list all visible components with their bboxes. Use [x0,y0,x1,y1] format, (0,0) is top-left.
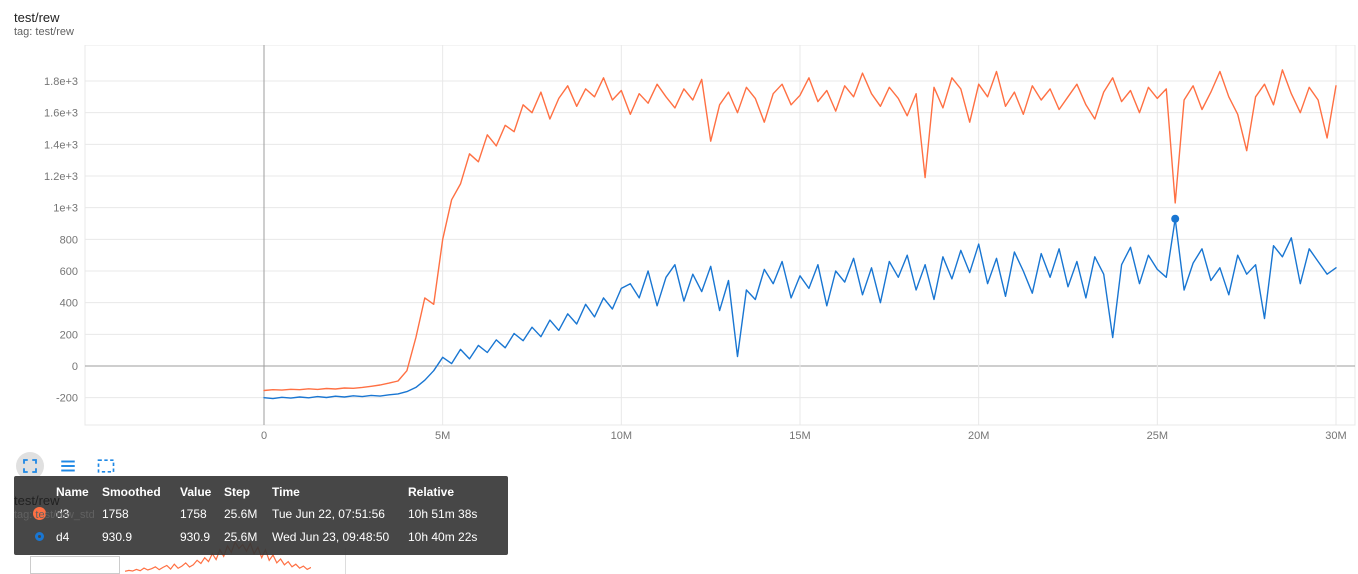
run-name: d4 [56,529,70,544]
log-scale-icon[interactable] [54,452,82,480]
svg-text:600: 600 [60,266,78,278]
svg-text:0: 0 [72,361,78,373]
svg-text:1e+3: 1e+3 [53,203,78,215]
expand-icon[interactable] [16,452,44,480]
chart-toolbar [16,452,120,480]
svg-text:5M: 5M [435,430,450,442]
next-chart-tag: tag: test/rew_std [14,509,95,521]
run-value: 930.9 [180,529,211,544]
run-relative: 10h 40m 22s [408,529,478,544]
svg-text:25M: 25M [1147,430,1168,442]
svg-text:0: 0 [261,430,267,442]
next-chart-axis-area [30,556,120,574]
run-smoothed: 1758 [102,506,129,521]
next-chart-title: test/rew [14,493,60,508]
svg-text:200: 200 [60,329,78,341]
run-swatch-d3 [32,507,46,520]
svg-text:1.8e+3: 1.8e+3 [44,76,78,88]
svg-text:1.2e+3: 1.2e+3 [44,171,78,183]
svg-text:800: 800 [60,234,78,246]
tooltip-header-name: Name [56,484,89,499]
run-step: 25.6M [224,529,258,544]
tooltip-header-relative: Relative [408,484,455,499]
svg-text:20M: 20M [968,430,989,442]
run-smoothed: 930.9 [102,529,133,544]
svg-text:400: 400 [60,298,78,310]
fit-domain-icon[interactable] [92,452,120,480]
tooltip-row-d3: d3 1758 1758 25.6M Tue Jun 22, 07:51:56 … [22,502,500,525]
run-name: d3 [56,506,70,521]
tooltip-header-smoothed: Smoothed [102,484,161,499]
svg-text:15M: 15M [789,430,810,442]
run-step: 25.6M [224,506,258,521]
next-chart-border [345,548,346,574]
svg-text:10M: 10M [611,430,632,442]
main-chart[interactable]: -200 0 200 400 600 800 1e+3 1.2e+3 1.4e+3 1.6e+3 1… [0,45,1358,445]
hover-tooltip: Name Smoothed Value Step Time Relative d… [14,476,508,555]
chart-tag: tag: test/rew [14,26,74,38]
tooltip-header-time: Time [272,484,300,499]
run-relative: 10h 51m 38s [408,506,478,521]
run-time: Tue Jun 22, 07:51:56 [272,506,385,521]
run-swatch-d4 [34,532,44,541]
svg-text:1.4e+3: 1.4e+3 [44,139,78,151]
tooltip-header-row: Name Smoothed Value Step Time Relative [22,481,500,502]
svg-text:1.6e+3: 1.6e+3 [44,108,78,120]
svg-text:-200: -200 [56,393,78,405]
svg-text:30M: 30M [1325,430,1346,442]
run-value: 1758 [180,506,207,521]
tooltip-header-value: Value [180,484,212,499]
run-time: Wed Jun 23, 09:48:50 [272,529,390,544]
tooltip-row-d4: d4 930.9 930.9 25.6M Wed Jun 23, 09:48:5… [22,525,500,548]
chart-title: test/rew [14,10,60,25]
tooltip-header-step: Step [224,484,251,499]
